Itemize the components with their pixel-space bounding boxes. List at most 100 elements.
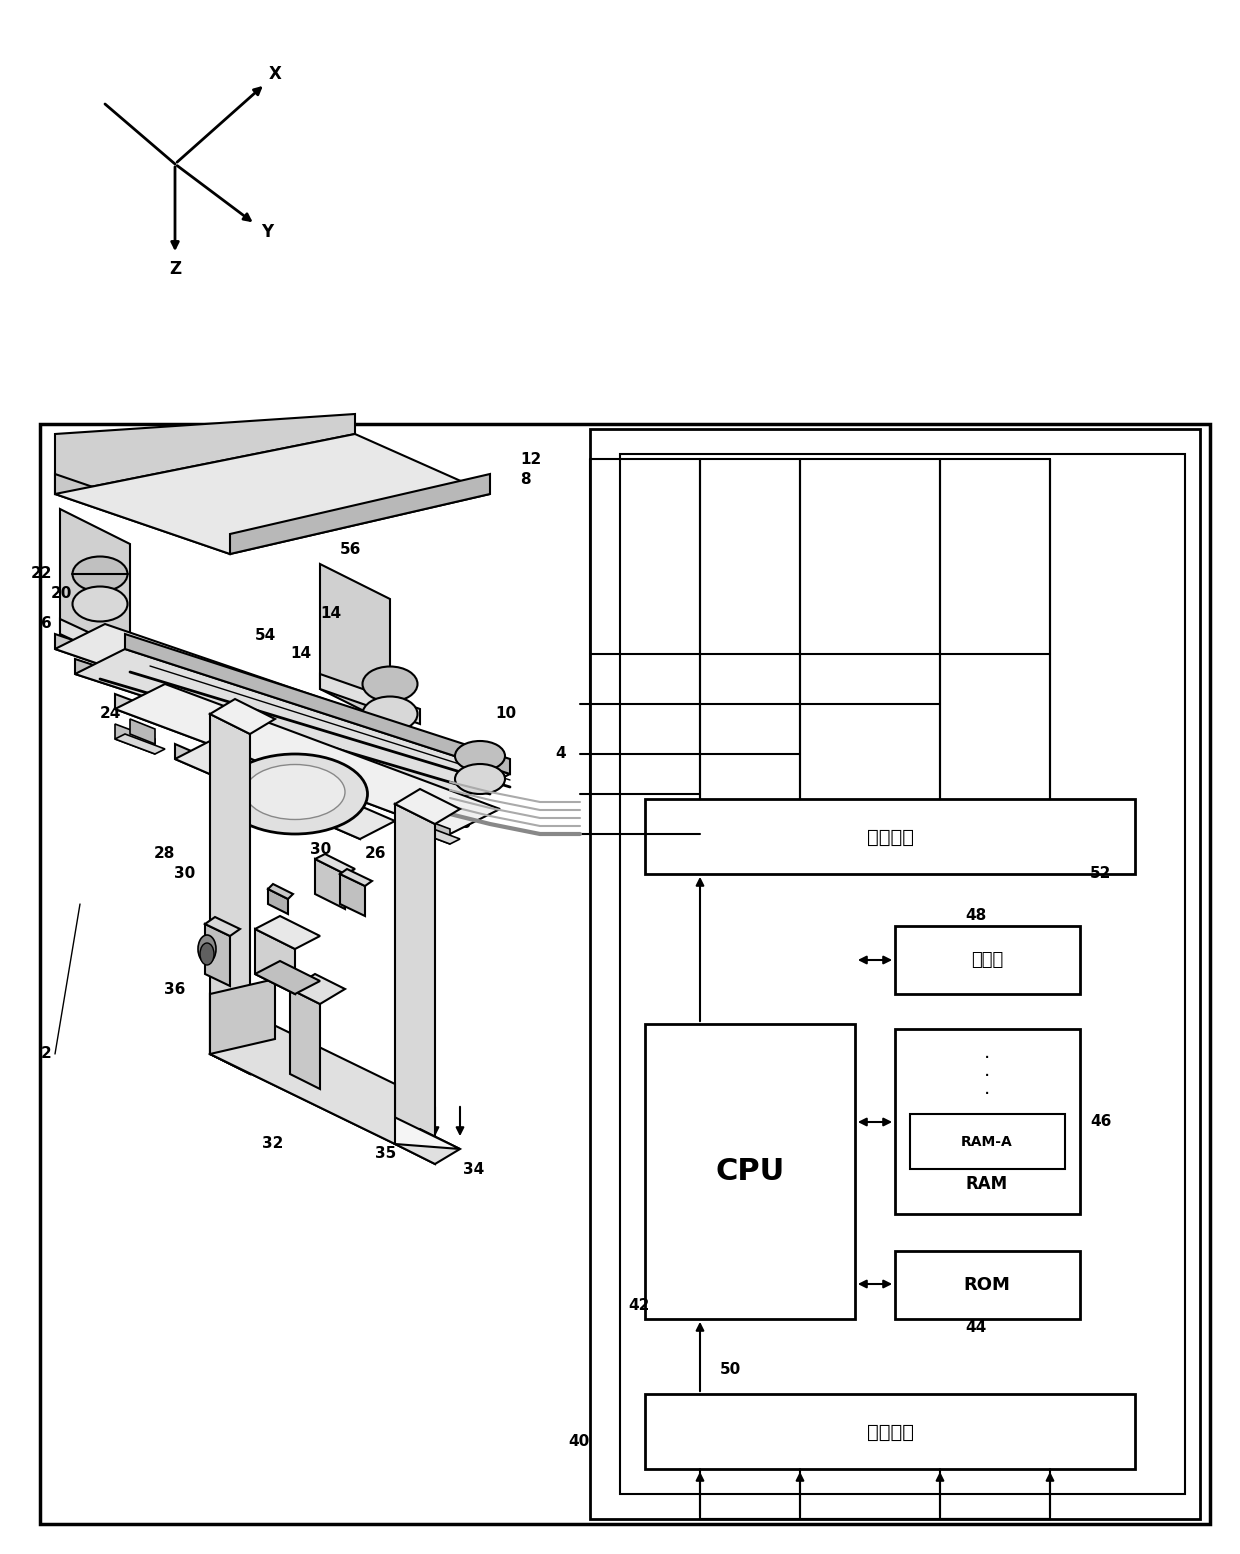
Text: 58: 58	[465, 782, 486, 797]
Polygon shape	[255, 915, 320, 949]
Polygon shape	[74, 659, 460, 799]
Polygon shape	[255, 929, 295, 995]
Polygon shape	[60, 618, 200, 699]
Polygon shape	[320, 674, 420, 724]
Polygon shape	[320, 564, 391, 724]
Bar	[40, 424, 1210, 1524]
Text: ·: ·	[983, 1049, 990, 1068]
Polygon shape	[410, 814, 450, 844]
Text: 12: 12	[520, 452, 541, 466]
Bar	[895, 1029, 1080, 1214]
Polygon shape	[55, 634, 420, 774]
Text: ·: ·	[983, 1066, 990, 1086]
Bar	[895, 1251, 1080, 1319]
Bar	[895, 926, 1080, 995]
Polygon shape	[210, 1040, 275, 1074]
Text: 34: 34	[463, 1161, 485, 1176]
Ellipse shape	[222, 754, 367, 834]
Bar	[645, 799, 1135, 873]
Text: RAM: RAM	[966, 1175, 1008, 1193]
Polygon shape	[340, 869, 372, 886]
Polygon shape	[115, 724, 155, 754]
Text: ROM: ROM	[963, 1276, 1011, 1294]
Text: 38: 38	[227, 971, 248, 987]
Polygon shape	[55, 413, 355, 494]
Ellipse shape	[200, 943, 215, 965]
Text: X: X	[269, 65, 281, 82]
Polygon shape	[175, 741, 396, 839]
Polygon shape	[315, 855, 355, 873]
Text: 20: 20	[51, 586, 72, 601]
Polygon shape	[396, 789, 460, 824]
Polygon shape	[55, 434, 490, 553]
Text: 48: 48	[965, 909, 986, 923]
Text: 44: 44	[965, 1319, 986, 1335]
Polygon shape	[210, 699, 275, 733]
Polygon shape	[268, 889, 288, 914]
Text: 24: 24	[100, 707, 122, 721]
Text: ·: ·	[983, 1085, 990, 1103]
Text: 6: 6	[41, 617, 52, 631]
Polygon shape	[210, 995, 396, 1144]
Text: 2: 2	[41, 1046, 52, 1061]
Polygon shape	[74, 650, 510, 799]
Text: 输入接口: 输入接口	[867, 1422, 914, 1442]
Text: Z: Z	[169, 260, 181, 278]
Ellipse shape	[362, 667, 418, 701]
Polygon shape	[340, 873, 365, 915]
Polygon shape	[205, 925, 229, 985]
Ellipse shape	[362, 696, 418, 732]
Text: 42: 42	[627, 1299, 650, 1313]
Text: Y: Y	[260, 224, 273, 241]
Polygon shape	[315, 859, 345, 909]
Polygon shape	[210, 979, 275, 1054]
Text: 40: 40	[569, 1434, 590, 1450]
Ellipse shape	[455, 765, 505, 794]
Text: 10: 10	[495, 707, 516, 721]
Text: CPU: CPU	[715, 1158, 785, 1187]
Text: 52: 52	[1090, 867, 1111, 881]
Ellipse shape	[198, 936, 216, 963]
Text: 28: 28	[154, 847, 175, 861]
Polygon shape	[115, 733, 165, 754]
Text: 56: 56	[340, 541, 361, 556]
Polygon shape	[410, 824, 460, 844]
Text: 30: 30	[174, 867, 195, 881]
Ellipse shape	[72, 586, 128, 622]
Polygon shape	[229, 474, 490, 553]
Text: 54: 54	[255, 628, 277, 643]
Text: 26: 26	[365, 847, 387, 861]
Polygon shape	[205, 917, 241, 936]
Polygon shape	[130, 720, 155, 744]
Text: 60: 60	[450, 816, 471, 831]
Text: 36: 36	[164, 982, 185, 996]
Text: 35: 35	[374, 1147, 397, 1161]
Polygon shape	[125, 634, 510, 774]
Bar	[590, 429, 1200, 1518]
Polygon shape	[115, 684, 500, 834]
Polygon shape	[115, 695, 450, 834]
Text: 50: 50	[720, 1361, 742, 1377]
Polygon shape	[290, 988, 320, 1089]
Text: RAM-A: RAM-A	[961, 1134, 1013, 1148]
Text: 32: 32	[262, 1136, 284, 1152]
Bar	[645, 1394, 1135, 1469]
Polygon shape	[55, 625, 470, 774]
Ellipse shape	[72, 556, 128, 592]
Polygon shape	[396, 1130, 460, 1164]
Bar	[645, 1024, 856, 1319]
Text: 输出接口: 输出接口	[867, 827, 914, 847]
Polygon shape	[60, 510, 130, 670]
Polygon shape	[55, 474, 229, 553]
Text: 24: 24	[255, 746, 277, 761]
Text: 46: 46	[1090, 1114, 1111, 1130]
Polygon shape	[396, 803, 435, 1164]
Polygon shape	[290, 974, 345, 1004]
Text: 30: 30	[310, 842, 331, 856]
Polygon shape	[255, 960, 320, 995]
Bar	[910, 1114, 1065, 1169]
Text: 18: 18	[195, 676, 216, 692]
Text: 8: 8	[520, 471, 531, 486]
Bar	[620, 454, 1185, 1493]
Ellipse shape	[455, 741, 505, 771]
